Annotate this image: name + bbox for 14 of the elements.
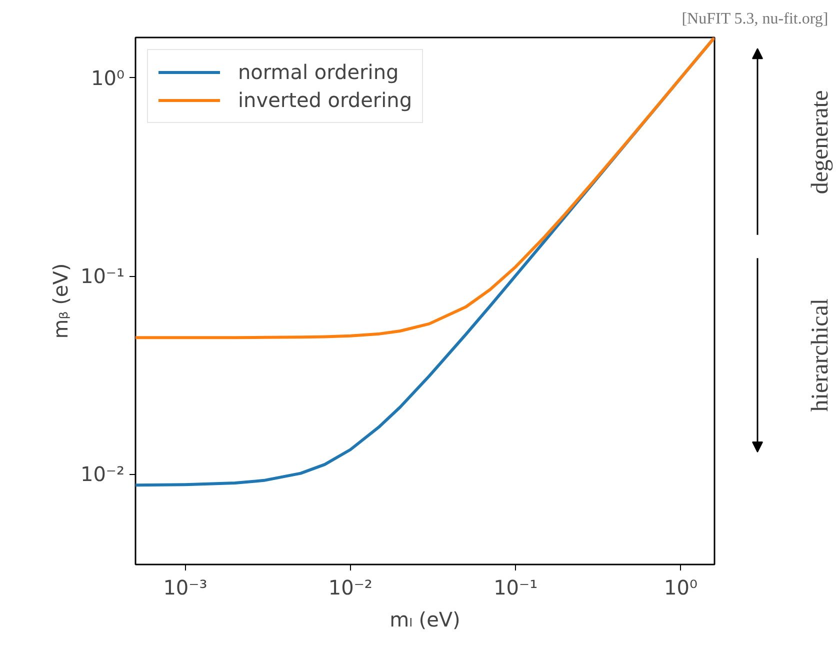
text: hierarchical [808,298,834,412]
x-tick-label: 10⁰ [664,576,698,600]
text: [NuFIT 5.3, nu-fit.org] [682,10,828,28]
y-axis-title: mᵦ (eV) [48,263,72,339]
legend-label: inverted ordering [238,88,412,112]
text: degenerate [808,90,834,194]
x-tick-label: 10⁻¹ [494,576,538,600]
y-tick-label: 10⁻¹ [80,264,125,288]
legend-label: normal ordering [238,60,399,84]
x-tick-label: 10⁻³ [163,576,208,600]
x-tick-label: 10⁻² [328,576,372,600]
y-tick-label: 10⁻² [80,462,125,486]
x-axis-title: mₗ (eV) [390,608,460,632]
y-tick-label: 10⁰ [91,66,124,90]
